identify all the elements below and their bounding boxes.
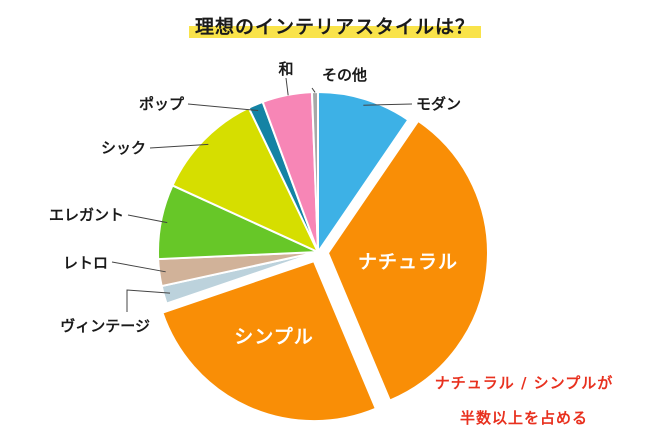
- annotation-line-1: ナチュラル / シンプルが: [434, 374, 614, 392]
- slice-label-vintage: ヴィンテージ: [60, 317, 150, 335]
- slice-label-japanese: 和: [278, 60, 293, 78]
- slice-label-simple: シンプル: [234, 325, 313, 348]
- leader-line-modern: [363, 103, 413, 106]
- pie-slice-modern: [317, 90, 410, 256]
- chart-title-wrap: 理想のインテリアスタイルは？: [0, 12, 670, 39]
- slice-label-chic: シック: [101, 139, 146, 157]
- leader-line-elegant: [127, 214, 168, 224]
- slice-label-pop: ポップ: [139, 95, 185, 113]
- pie-slice-simple: [161, 259, 378, 423]
- leader-line-pop: [187, 103, 259, 112]
- leader-line-vintage: [126, 289, 171, 312]
- slice-label-natural: ナチュラル: [358, 251, 458, 273]
- leader-line-retro: [111, 261, 166, 273]
- leader-line-chic: [149, 143, 209, 149]
- slice-label-other: その他: [322, 66, 367, 84]
- slice-label-retro: レトロ: [63, 254, 108, 272]
- annotation-line-2: 半数以上を占める: [459, 409, 588, 427]
- pie-slice-natural: [326, 119, 489, 402]
- chart-title-text: 理想のインテリアスタイルは？: [194, 16, 475, 38]
- chart-title: 理想のインテリアスタイルは？: [188, 12, 481, 39]
- slice-label-elegant: エレガント: [49, 206, 124, 224]
- leader-line-other: [311, 87, 316, 93]
- leader-line-japanese: [285, 77, 289, 96]
- slice-label-modern: モダン: [416, 95, 461, 113]
- pie-slice-chic: [171, 106, 321, 255]
